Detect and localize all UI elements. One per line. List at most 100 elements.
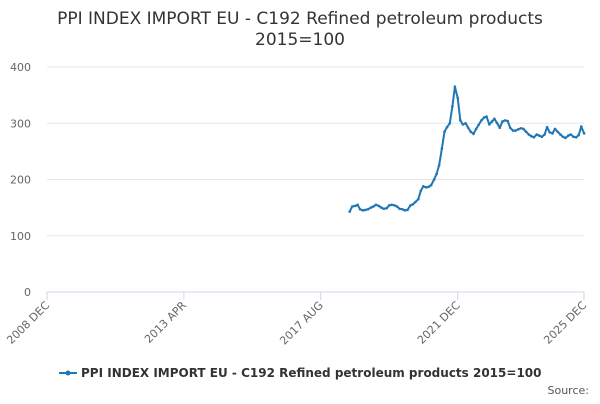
data-point[interactable] [372, 205, 375, 208]
data-point[interactable] [459, 119, 462, 122]
data-point[interactable] [414, 200, 417, 204]
data-point[interactable] [477, 123, 480, 127]
data-point[interactable] [401, 208, 404, 211]
data-point[interactable] [572, 135, 575, 139]
data-point[interactable] [369, 206, 373, 209]
data-point[interactable] [532, 136, 536, 139]
data-point[interactable] [582, 132, 586, 135]
data-point[interactable] [474, 127, 478, 131]
data-point[interactable] [514, 129, 517, 132]
data-point[interactable] [409, 204, 412, 207]
data-point[interactable] [574, 136, 578, 139]
data-point[interactable] [464, 122, 467, 125]
data-point[interactable] [448, 122, 452, 125]
data-point[interactable] [417, 197, 420, 201]
data-point[interactable] [382, 207, 386, 211]
data-point[interactable] [403, 209, 407, 212]
data-point[interactable] [364, 208, 367, 212]
x-axis: 2008 DEC 2013 APR 2017 AUG 2021 DEC 2025 DEC [4, 291, 589, 347]
data-point[interactable] [393, 204, 396, 207]
data-point[interactable] [466, 126, 470, 130]
data-point[interactable] [567, 134, 570, 137]
data-point[interactable] [411, 203, 415, 206]
data-point[interactable] [535, 133, 538, 136]
data-point[interactable] [537, 134, 541, 137]
data-point[interactable] [580, 125, 583, 128]
data-point[interactable] [435, 172, 438, 176]
legend[interactable]: PPI INDEX IMPORT EU - C192 Refined petro… [59, 366, 542, 380]
data-point[interactable] [545, 125, 549, 129]
data-point[interactable] [522, 127, 525, 131]
data-point[interactable] [461, 123, 465, 126]
data-point[interactable] [380, 206, 383, 209]
data-point[interactable] [506, 119, 510, 123]
data-point[interactable] [501, 120, 504, 123]
data-point[interactable] [553, 127, 557, 131]
data-point[interactable] [348, 210, 352, 213]
data-point[interactable] [503, 119, 507, 122]
data-point[interactable] [377, 204, 381, 208]
data-point[interactable] [453, 85, 457, 88]
data-point[interactable] [361, 209, 365, 212]
data-point[interactable] [540, 135, 544, 139]
data-point[interactable] [490, 120, 494, 123]
data-point[interactable] [353, 204, 357, 208]
data-point[interactable] [511, 129, 515, 132]
data-point[interactable] [440, 147, 444, 150]
data-point[interactable] [488, 123, 491, 126]
data-point[interactable] [422, 185, 425, 188]
data-point[interactable] [356, 203, 359, 207]
data-point[interactable] [406, 208, 409, 212]
data-point[interactable] [395, 205, 399, 208]
data-point[interactable] [424, 186, 428, 189]
data-point[interactable] [432, 178, 436, 181]
data-point[interactable] [498, 126, 502, 130]
y-axis-ticks: 0 100 200 300 400 [10, 61, 31, 299]
data-point[interactable] [556, 130, 559, 133]
data-point[interactable] [472, 132, 475, 136]
data-point[interactable] [456, 96, 460, 100]
series-line[interactable] [348, 85, 586, 213]
data-point[interactable] [508, 126, 512, 130]
data-point[interactable] [516, 128, 520, 131]
data-point[interactable] [551, 132, 554, 135]
data-point[interactable] [374, 203, 378, 207]
data-point[interactable] [385, 206, 389, 210]
data-point[interactable] [451, 105, 454, 108]
data-point[interactable] [480, 119, 483, 122]
data-point[interactable] [543, 133, 546, 136]
data-point[interactable] [390, 203, 394, 207]
data-point[interactable] [427, 185, 431, 189]
chart-title-line-1: PPI INDEX IMPORT EU - C192 Refined petro… [57, 9, 543, 29]
data-point[interactable] [445, 125, 449, 129]
data-point[interactable] [437, 164, 441, 167]
data-point[interactable] [485, 115, 488, 118]
data-point[interactable] [530, 134, 533, 138]
data-point[interactable] [495, 122, 499, 125]
data-point[interactable] [398, 207, 401, 211]
data-point[interactable] [493, 117, 496, 121]
data-point[interactable] [519, 127, 523, 130]
data-point[interactable] [358, 208, 362, 211]
data-point[interactable] [350, 205, 354, 208]
data-point[interactable] [527, 133, 531, 136]
data-point[interactable] [561, 135, 565, 139]
data-point[interactable] [524, 130, 528, 133]
data-point[interactable] [569, 133, 573, 136]
series-layer [348, 85, 586, 213]
data-point[interactable] [559, 133, 562, 136]
data-point[interactable] [443, 130, 446, 133]
data-point[interactable] [429, 183, 433, 187]
source-label: Source: [548, 384, 590, 397]
legend-point-marker [65, 370, 71, 376]
data-point[interactable] [577, 133, 580, 137]
data-point[interactable] [482, 116, 486, 119]
data-point[interactable] [366, 208, 370, 211]
data-point[interactable] [469, 130, 473, 133]
data-point[interactable] [419, 189, 423, 193]
data-point[interactable] [387, 204, 391, 207]
data-point[interactable] [548, 131, 551, 134]
data-point[interactable] [564, 136, 567, 140]
